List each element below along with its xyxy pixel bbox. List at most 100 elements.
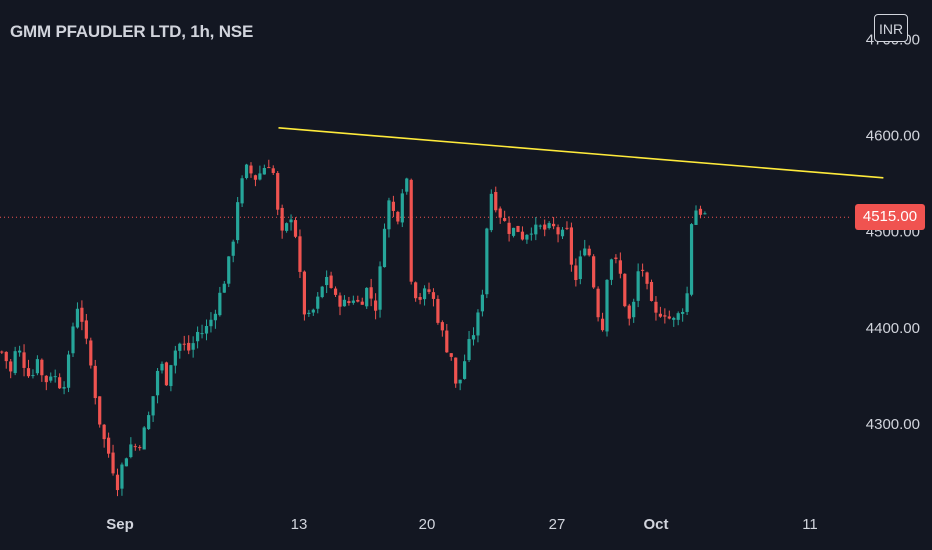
candle-down <box>574 265 578 281</box>
candle-up <box>672 317 676 320</box>
candle-up <box>578 256 582 280</box>
trendline-layer[interactable] <box>278 127 884 179</box>
candle-up <box>529 233 533 235</box>
candle-up <box>676 313 680 320</box>
candle-down <box>102 424 106 440</box>
x-tick-label: 20 <box>419 516 436 533</box>
candle-up <box>681 312 685 314</box>
candle-down <box>391 201 395 211</box>
candle-up <box>222 283 226 293</box>
candle-up <box>351 300 355 303</box>
candle-up <box>124 458 128 467</box>
candle-down <box>427 289 431 292</box>
candle-up <box>285 223 289 231</box>
candle-down <box>396 211 400 222</box>
candle-up <box>685 293 689 312</box>
candle-up <box>480 294 484 312</box>
candle-down <box>418 297 422 300</box>
candle-down <box>516 225 520 232</box>
candle-down <box>587 248 591 256</box>
candle-down <box>569 227 573 265</box>
candle-up <box>489 193 493 231</box>
candle-up <box>320 286 324 298</box>
candle-up <box>227 256 231 284</box>
candle-down <box>338 295 342 307</box>
candle-down <box>596 288 600 318</box>
candle-up <box>120 464 124 489</box>
candle-down <box>649 281 654 301</box>
time-axis[interactable]: Sep 13 20 27 Oct 11 <box>106 516 818 533</box>
candle-up <box>405 178 409 192</box>
candle-down <box>187 342 191 351</box>
candle-up <box>538 225 542 227</box>
candle-down <box>302 271 306 315</box>
candle-down <box>556 227 560 235</box>
candle-down <box>658 313 662 317</box>
candle-up <box>66 354 71 388</box>
candle-down <box>409 179 413 282</box>
candle-down <box>26 368 31 377</box>
candle-up <box>160 363 164 371</box>
candle-up <box>382 228 387 268</box>
candle-down <box>98 396 102 425</box>
candle-down <box>280 207 284 231</box>
candle-up <box>689 224 694 295</box>
candle-up <box>204 325 209 334</box>
candle-up <box>53 376 57 378</box>
candle-up <box>458 379 462 384</box>
candle-up <box>129 444 133 458</box>
candle-up <box>311 309 315 313</box>
candle-up <box>31 375 35 377</box>
candle-up <box>35 359 39 374</box>
y-tick-label: 4400.00 <box>866 320 920 337</box>
currency-button[interactable]: INR <box>874 14 908 42</box>
candle-down <box>507 222 511 234</box>
candle-up <box>289 219 293 223</box>
candle-down <box>44 375 48 383</box>
candle-up <box>471 335 476 340</box>
candle-down <box>333 288 338 295</box>
candle-up <box>342 299 347 307</box>
candle-down <box>449 353 453 357</box>
candle-up <box>422 288 427 300</box>
chart-title: GMM PFAUDLER LTD, 1h, NSE <box>10 22 254 41</box>
candle-down <box>4 351 8 362</box>
x-tick-label: 11 <box>802 516 818 533</box>
candle-down <box>440 322 444 331</box>
candle-up <box>605 279 609 332</box>
candle-up <box>400 193 404 223</box>
candle-up <box>534 224 538 235</box>
y-tick-label: 4600.00 <box>866 128 920 145</box>
candle-up <box>151 396 155 416</box>
candle-down <box>9 361 13 372</box>
candle-down <box>374 300 378 311</box>
candle-down <box>369 287 373 299</box>
candle-down <box>253 175 258 180</box>
candle-up <box>244 164 249 179</box>
candle-down <box>271 168 275 173</box>
candle-down <box>454 357 458 384</box>
candle-down <box>414 282 418 299</box>
last-price-label: 4515.00 <box>855 204 925 230</box>
resistance-trendline[interactable] <box>278 127 884 179</box>
candles-layer <box>0 159 707 497</box>
candle-down <box>164 362 169 386</box>
candle-up <box>62 387 66 389</box>
candle-up <box>262 167 266 175</box>
y-tick-label: 4300.00 <box>866 416 920 433</box>
candle-down <box>356 299 360 302</box>
candle-up <box>258 173 262 180</box>
candle-up <box>560 229 565 237</box>
x-tick-label: 27 <box>549 516 566 533</box>
candle-up <box>703 213 707 215</box>
candle-down <box>627 305 631 319</box>
candle-down <box>111 452 115 474</box>
candle-up <box>307 312 311 315</box>
candle-down <box>543 224 547 230</box>
candle-up <box>196 331 200 342</box>
candle-down <box>592 256 596 288</box>
candle-down <box>133 446 137 448</box>
candle-down <box>138 447 142 449</box>
